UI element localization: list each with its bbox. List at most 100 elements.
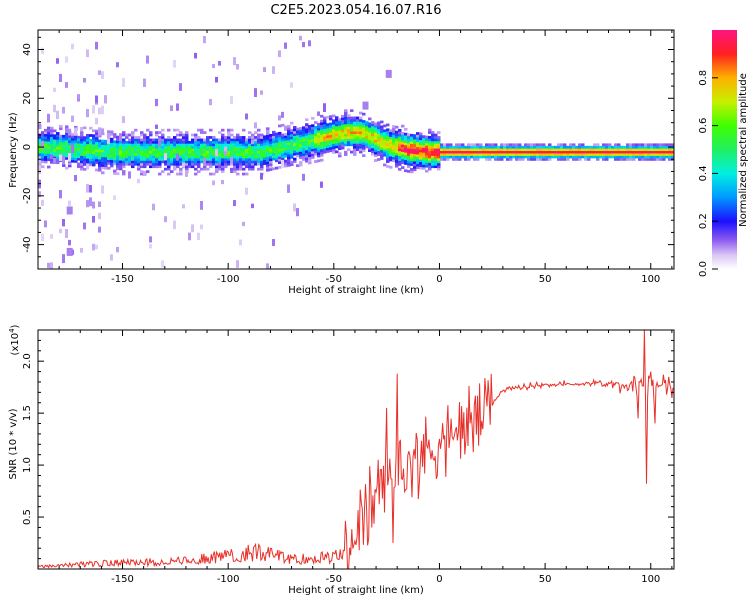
spectrogram-cell: [602, 148, 606, 152]
spectrogram-cell: [341, 131, 345, 135]
spectrogram-cell: [404, 132, 408, 136]
spectrogram-cells: [38, 35, 674, 269]
spectrogram-cell: [443, 143, 447, 147]
spectrogram-cell: [95, 168, 99, 172]
spectrogram-cell: [38, 153, 42, 156]
spectrogram-cell: [122, 158, 126, 161]
spectrogram-cell: [371, 145, 375, 149]
spectrogram-cell: [530, 155, 534, 159]
spectrogram-cell: [356, 136, 360, 139]
spectrogram-cell: [254, 155, 258, 159]
spectrogram-cell: [155, 145, 159, 149]
spectrogram-cell: [173, 145, 177, 149]
spectrogram-cell: [317, 142, 321, 146]
spectrogram-cell: [236, 145, 240, 149]
spectrogram-cell: [191, 150, 195, 154]
spectrogram-cell: [65, 147, 69, 151]
spectrogram-cell: [251, 162, 255, 166]
spectrogram-cell: [455, 153, 459, 156]
spectrogram-cell: [254, 158, 258, 161]
spectrogram-cell: [110, 157, 114, 161]
spectrogram-cell: [341, 136, 345, 140]
spectrogram-cell: [350, 121, 354, 125]
spectrogram-cell: [218, 153, 222, 156]
spectrogram-cell: [368, 117, 372, 121]
spectrogram-noise-cell: [218, 60, 221, 66]
spectrogram-cell: [581, 143, 585, 147]
spectrogram-cell: [95, 158, 99, 162]
spectrogram-cell: [488, 155, 492, 159]
spectrogram-cell: [167, 138, 171, 142]
spectrogram-noise-cell: [245, 113, 248, 120]
spectrogram-cell: [143, 140, 147, 144]
spectrogram-noise-cell: [38, 191, 41, 198]
spectrogram-cell: [245, 138, 249, 142]
spectrogram-cell: [470, 143, 474, 147]
spectrogram-cell: [266, 161, 270, 165]
spectrogram-cell: [158, 148, 162, 152]
spectrogram-cell: [161, 160, 165, 164]
spectrogram-cell: [41, 136, 45, 139]
spectrogram-cell: [518, 155, 522, 159]
spectrogram-cell: [548, 158, 552, 161]
spectrogram-cell: [359, 133, 363, 137]
spectrogram-cell: [185, 133, 189, 137]
spectrogram-cell: [119, 140, 123, 144]
spectrogram-cell: [407, 143, 411, 146]
spectrogram-cell: [353, 123, 357, 127]
spectrogram-cell: [71, 157, 75, 161]
spectrogram-cell: [383, 153, 387, 157]
spectrogram-cell: [281, 140, 285, 144]
spectrogram-cell: [44, 131, 48, 135]
spectrogram-cell: [389, 136, 393, 140]
spectrogram-cell: [131, 143, 135, 147]
spectrogram-cell: [539, 150, 543, 154]
spectrogram-cell: [173, 148, 177, 152]
spectrogram-cell: [281, 153, 285, 156]
spectrogram-cell: [173, 155, 177, 159]
spectrogram-cell: [443, 158, 447, 161]
spectrogram-noise-cell: [59, 154, 62, 161]
spectrogram-cell: [62, 139, 66, 143]
spectrogram-cell: [47, 151, 51, 154]
spectrogram-cell: [95, 146, 99, 150]
spectrogram-cell: [608, 153, 612, 156]
spectrogram-cell: [134, 145, 138, 149]
spectrogram-cell: [65, 137, 69, 141]
spectrogram-cell: [479, 145, 483, 149]
spectrogram-cell: [344, 150, 348, 154]
spectrogram-cell: [284, 135, 288, 139]
spectrogram-cell: [158, 136, 162, 139]
spectrogram-cell: [392, 159, 396, 163]
spectrogram-cell: [386, 155, 390, 159]
spectrogram-cell: [572, 148, 576, 152]
spectrogram-cell: [194, 162, 198, 166]
spectrogram-cell: [125, 155, 129, 159]
spectrogram-cell: [473, 155, 477, 159]
spectrogram-cell: [290, 163, 294, 167]
spectrogram-cell: [395, 162, 399, 166]
spectrogram-cell: [260, 143, 264, 147]
spectrogram-cell: [425, 160, 429, 163]
spectrogram-cell: [38, 123, 42, 127]
spectrogram-cell: [236, 153, 240, 156]
spectrogram-cell: [101, 164, 105, 167]
spectrogram-cell: [146, 143, 150, 147]
spectrogram-cell: [62, 149, 66, 153]
spectrogram-cell: [629, 153, 633, 156]
spectrogram-cell: [437, 167, 441, 171]
spectrogram-cell: [182, 153, 186, 156]
spectrogram-cell: [290, 146, 294, 149]
spectrogram-noise-cell: [233, 200, 236, 207]
spectrogram-cell: [287, 163, 291, 167]
spectrogram-cell: [128, 148, 132, 152]
spectrogram-cell: [335, 150, 339, 154]
spectrogram-cell: [515, 143, 519, 147]
x-tick-label: -100: [217, 574, 240, 585]
spectrogram-cell: [296, 164, 300, 168]
spectrogram-cell: [596, 153, 600, 156]
spectrogram-cell: [89, 160, 93, 164]
spectrogram-cell: [284, 140, 288, 144]
spectrogram-cell: [200, 143, 204, 147]
spectrogram-cell: [521, 153, 525, 156]
